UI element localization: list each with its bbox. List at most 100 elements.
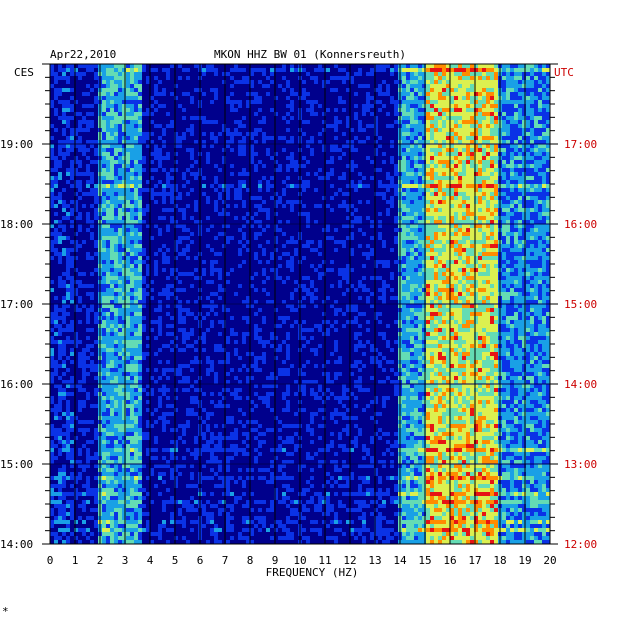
spectrogram-cell (470, 236, 474, 240)
spectrogram-cell (322, 120, 326, 124)
spectrogram-cell (50, 224, 54, 228)
spectrogram-cell (426, 72, 430, 76)
spectrogram-cell (374, 276, 378, 280)
spectrogram-cell (414, 164, 418, 168)
spectrogram-cell (474, 220, 478, 224)
spectrogram-cell (482, 324, 486, 328)
spectrogram-cell (194, 268, 198, 272)
spectrogram-cell (178, 144, 182, 148)
spectrogram-cell (418, 328, 422, 332)
spectrogram-cell (250, 156, 254, 160)
spectrogram-cell (418, 156, 422, 160)
spectrogram-cell (130, 236, 134, 240)
spectrogram-cell (454, 76, 458, 80)
spectrogram-cell (426, 88, 430, 92)
spectrogram-cell (426, 268, 430, 272)
spectrogram-cell (262, 228, 266, 232)
spectrogram-cell (482, 320, 486, 324)
spectrogram-cell (438, 248, 442, 252)
spectrogram-cell (534, 84, 538, 88)
spectrogram-cell (262, 68, 266, 72)
spectrogram-cell (94, 184, 98, 188)
spectrogram-cell (314, 204, 318, 208)
spectrogram-cell (110, 224, 114, 228)
spectrogram-cell (470, 84, 474, 88)
spectrogram-cell (450, 304, 454, 308)
spectrogram-cell (150, 140, 154, 144)
spectrogram-cell (50, 68, 54, 72)
spectrogram-cell (118, 80, 122, 84)
spectrogram-cell (442, 208, 446, 212)
spectrogram-cell (82, 148, 86, 152)
spectrogram-cell (530, 232, 534, 236)
spectrogram-cell (82, 144, 86, 148)
spectrogram-cell (274, 268, 278, 272)
spectrogram-cell (534, 72, 538, 76)
spectrogram-cell (518, 84, 522, 88)
spectrogram-cell (70, 64, 74, 68)
spectrogram-cell (70, 292, 74, 296)
spectrogram-cell (406, 268, 410, 272)
spectrogram-cell (474, 188, 478, 192)
spectrogram-cell (402, 264, 406, 268)
spectrogram-cell (450, 196, 454, 200)
spectrogram-cell (126, 136, 130, 140)
spectrogram-cell (114, 260, 118, 264)
spectrogram-cell (158, 124, 162, 128)
spectrogram-cell (50, 84, 54, 88)
spectrogram-cell (450, 148, 454, 152)
spectrogram-cell (142, 316, 146, 320)
spectrogram-cell (226, 72, 230, 76)
spectrogram-cell (506, 320, 510, 324)
spectrogram-cell (510, 152, 514, 156)
spectrogram-cell (226, 132, 230, 136)
spectrogram-cell (486, 268, 490, 272)
spectrogram-cell (110, 236, 114, 240)
spectrogram-cell (430, 220, 434, 224)
spectrogram-cell (466, 120, 470, 124)
spectrogram-cell (62, 112, 66, 116)
spectrogram-cell (402, 144, 406, 148)
spectrogram-cell (402, 72, 406, 76)
spectrogram-cell (122, 88, 126, 92)
spectrogram-cell (58, 192, 62, 196)
spectrogram-cell (366, 296, 370, 300)
spectrogram-cell (118, 124, 122, 128)
spectrogram-cell (470, 308, 474, 312)
spectrogram-cell (478, 228, 482, 232)
spectrogram-cell (130, 112, 134, 116)
spectrogram-cell (410, 224, 414, 228)
spectrogram-cell (522, 296, 526, 300)
spectrogram-cell (302, 212, 306, 216)
spectrogram-cell (58, 64, 62, 68)
spectrogram-cell (442, 316, 446, 320)
spectrogram-cell (478, 316, 482, 320)
spectrogram-cell (154, 156, 158, 160)
spectrogram-cell (94, 188, 98, 192)
spectrogram-cell (446, 112, 450, 116)
spectrogram-cell (154, 200, 158, 204)
spectrogram-cell (418, 236, 422, 240)
spectrogram-cell (486, 320, 490, 324)
spectrogram-cell (530, 76, 534, 80)
spectrogram-cell (146, 268, 150, 272)
spectrogram-cell (422, 292, 426, 296)
spectrogram-cell (218, 296, 222, 300)
spectrogram-cell (318, 240, 322, 244)
spectrogram-cell (410, 220, 414, 224)
spectrogram-cell (106, 292, 110, 296)
spectrogram-cell (418, 208, 422, 212)
spectrogram-cell (426, 164, 430, 168)
spectrogram-cell (474, 288, 478, 292)
spectrogram-cell (70, 220, 74, 224)
spectrogram-cell (374, 152, 378, 156)
spectrogram-cell (82, 128, 86, 132)
spectrogram-cell (130, 80, 134, 84)
spectrogram-cell (486, 108, 490, 112)
spectrogram-cell (346, 88, 350, 92)
spectrogram-cell (542, 324, 546, 328)
spectrogram-cell (70, 200, 74, 204)
spectrogram-cell (442, 244, 446, 248)
spectrogram-cell (138, 220, 142, 224)
spectrogram-cell (158, 92, 162, 96)
